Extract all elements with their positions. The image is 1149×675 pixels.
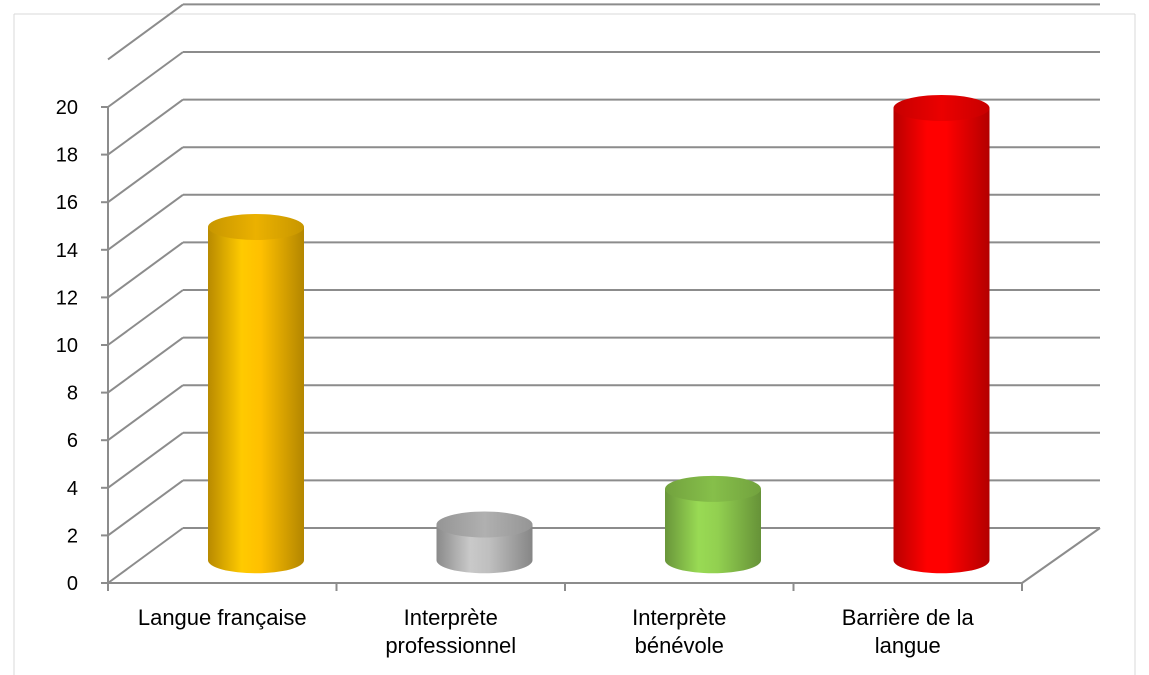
gridline-side: [107, 384, 184, 442]
x-category-label: Langue française: [138, 605, 307, 630]
y-tick-label: 16: [56, 192, 78, 214]
x-category-label-line: langue: [875, 633, 941, 658]
x-category-label-line: Langue française: [138, 605, 307, 630]
gridline-side: [107, 51, 184, 108]
gridline-side: [107, 146, 184, 204]
y-tick-label: 20: [56, 97, 78, 119]
x-category-label-line: Barrière de la: [842, 605, 975, 630]
bar-0: [208, 214, 304, 574]
y-tick-label: 2: [67, 525, 78, 547]
floor-left-edge: [107, 527, 184, 584]
bar-1: [436, 511, 533, 574]
gridline-side: [107, 336, 184, 394]
gridline-side: [107, 98, 184, 156]
bar-2: [665, 475, 761, 574]
gridline-side: [107, 479, 184, 537]
gridline-side: [107, 289, 184, 346]
y-tick-label: 6: [67, 430, 78, 452]
bar-top: [436, 511, 533, 538]
x-category-label-line: Interprète: [404, 605, 498, 630]
x-category-label-line: professionnel: [385, 633, 516, 658]
gridline-side: [107, 193, 184, 251]
x-category-label-line: bénévole: [635, 633, 724, 658]
y-tick-label: 4: [67, 478, 78, 500]
y-tick-label: 10: [56, 335, 78, 357]
bar-body: [436, 524, 533, 574]
bar-3: [893, 95, 990, 574]
bar-top: [665, 475, 761, 502]
gridline-side: [107, 3, 184, 61]
y-tick-label: 18: [56, 145, 78, 167]
bar-body: [665, 488, 761, 574]
gridline-side: [107, 241, 184, 299]
bar-body: [208, 227, 304, 574]
x-category-label: Barrière de la langue: [842, 605, 975, 658]
gridline-side: [107, 431, 184, 489]
y-tick-label: 14: [56, 240, 78, 262]
x-category-label-line: Interprète: [632, 605, 726, 630]
bar-body: [893, 108, 990, 574]
y-tick-label: 0: [67, 573, 78, 595]
x-category-label: Interprète bénévole: [632, 605, 726, 658]
x-category-label: Interprète professionnel: [385, 605, 516, 658]
y-tick-label: 12: [56, 287, 78, 309]
bar-top: [893, 95, 990, 122]
y-tick-label: 8: [67, 383, 78, 405]
floor-right-edge: [1021, 527, 1101, 584]
bar-top: [208, 214, 304, 241]
